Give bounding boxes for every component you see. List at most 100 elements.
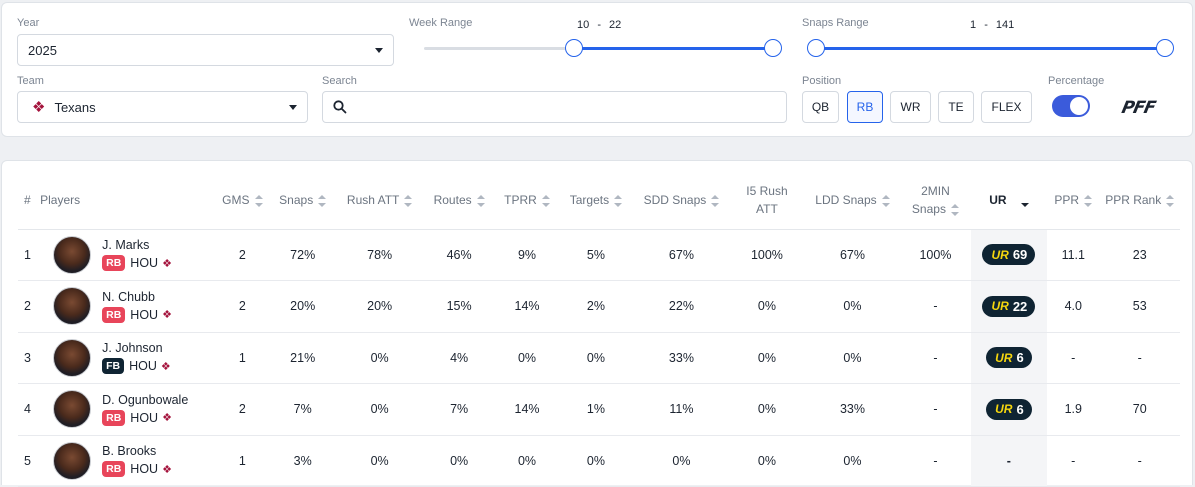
search-box[interactable]: [322, 91, 787, 123]
i5-rush-att-cell: 0%: [729, 332, 805, 384]
sort-icon: [541, 194, 550, 207]
position-badge: RB: [102, 255, 126, 272]
i5-rush-att-cell: 0%: [729, 383, 805, 436]
targets-cell: 5%: [558, 229, 634, 281]
table-row[interactable]: 4 D. Ogunbowale RB HOU ❖ 2 7% 0% 7% 14% 1% 11% 0% 33%…: [18, 383, 1180, 436]
player-cell[interactable]: B. Brooks RB HOU ❖: [40, 435, 217, 487]
team-abbr: HOU: [130, 462, 159, 477]
position-qb-button[interactable]: QB: [802, 91, 839, 123]
texans-logo-icon: ❖: [162, 463, 172, 476]
snaps-min-handle[interactable]: [807, 39, 825, 57]
table-row[interactable]: 2 N. Chubb RB HOU ❖ 2 20% 20% 15% 14% 2% 22% 0% 0% - UR…: [18, 280, 1180, 333]
table-row[interactable]: 5 B. Brooks RB HOU ❖ 1 3% 0% 0% 0% 0% 0% 0% 0% - - - -: [18, 435, 1180, 487]
col-players: Players: [40, 171, 217, 230]
col-2min-label-line1: 2MIN: [921, 183, 950, 198]
ppr-cell: 1.9: [1047, 383, 1100, 436]
snaps-range-label: Snaps Range: [802, 17, 869, 29]
player-avatar: [53, 338, 92, 377]
ur-pill: UR 69: [982, 244, 1036, 266]
sort-icon: [254, 194, 263, 207]
week-min-handle[interactable]: [565, 39, 583, 57]
percentage-label: Percentage: [1048, 75, 1105, 87]
ppr-rank-cell: 70: [1099, 383, 1180, 436]
search-input[interactable]: [355, 99, 775, 115]
week-max-handle[interactable]: [764, 39, 782, 57]
table-row[interactable]: 1 J. Marks RB HOU ❖ 2 72% 78% 46% 9% 5% 67% 100% 67% 1…: [18, 229, 1180, 281]
col-ppr-rank[interactable]: PPR Rank: [1099, 171, 1180, 230]
ur-cell: UR 6: [970, 383, 1048, 436]
year-value: 2025: [28, 42, 57, 58]
player-cell[interactable]: J. Johnson FB HOU ❖: [40, 332, 217, 384]
col-i5-rush-att[interactable]: I5 Rush ATT: [729, 171, 805, 230]
snaps-max-handle[interactable]: [1156, 39, 1174, 57]
player-name[interactable]: D. Ogunbowale: [102, 392, 189, 407]
targets-cell: 0%: [558, 435, 634, 487]
snaps-range-slider[interactable]: [816, 47, 1166, 50]
col-ldd-snaps[interactable]: LDD Snaps: [804, 171, 901, 230]
position-badge: RB: [102, 306, 126, 323]
col-gms[interactable]: GMS: [216, 171, 269, 230]
col-2min-snaps[interactable]: 2MIN Snaps: [900, 171, 971, 230]
player-name[interactable]: N. Chubb: [102, 289, 155, 304]
tprr-cell: 0%: [495, 435, 559, 487]
position-rb-button[interactable]: RB: [847, 91, 883, 123]
gms-cell: 1: [216, 332, 269, 384]
2min-snaps-cell: -: [900, 383, 971, 436]
rank-cell: 5: [18, 435, 41, 487]
year-select[interactable]: 2025: [17, 34, 394, 66]
player-name[interactable]: J. Johnson: [102, 341, 163, 356]
routes-cell: 15%: [422, 280, 496, 333]
team-select[interactable]: ❖ Texans: [17, 91, 308, 123]
routes-cell: 7%: [422, 383, 496, 436]
player-cell[interactable]: N. Chubb RB HOU ❖: [40, 280, 217, 333]
ldd-snaps-cell: 0%: [804, 435, 901, 487]
week-range-label: Week Range: [409, 17, 473, 29]
routes-cell: 0%: [422, 435, 496, 487]
col-tprr[interactable]: TPRR: [495, 171, 559, 230]
sort-icon: [476, 194, 485, 207]
ur-cell: UR 69: [970, 229, 1048, 281]
percentage-toggle[interactable]: [1052, 95, 1090, 117]
sort-icon: [1166, 194, 1175, 207]
player-name[interactable]: B. Brooks: [102, 444, 157, 459]
position-wr-button[interactable]: WR: [890, 91, 931, 123]
texans-logo-icon: ❖: [162, 309, 172, 322]
player-cell[interactable]: J. Marks RB HOU ❖: [40, 229, 217, 281]
snaps-range-readout: 1 - 141: [970, 19, 1014, 31]
rank-cell: 3: [18, 332, 41, 384]
col-targets[interactable]: Targets: [558, 171, 634, 230]
position-flex-button[interactable]: FLEX: [981, 91, 1032, 123]
col-ur[interactable]: UR: [970, 171, 1048, 230]
col-ppr[interactable]: PPR: [1047, 171, 1100, 230]
snaps-cell: 72%: [268, 229, 337, 281]
toggle-knob: [1070, 97, 1088, 115]
col-routes[interactable]: Routes: [422, 171, 496, 230]
col-sdd-snaps[interactable]: SDD Snaps: [633, 171, 730, 230]
player-info: D. Ogunbowale RB HOU ❖: [40, 390, 216, 429]
i5-rush-att-cell: 100%: [729, 229, 805, 281]
col-snaps[interactable]: Snaps: [268, 171, 337, 230]
ppr-cell: -: [1047, 435, 1100, 487]
player-meta: FB HOU ❖: [102, 358, 171, 375]
ur-logo-icon: UR: [995, 350, 1013, 365]
col-ppr-rank-label: PPR Rank: [1105, 192, 1162, 207]
player-avatar: [53, 287, 92, 326]
week-min-value: 10: [577, 19, 590, 31]
col-gms-label: GMS: [222, 192, 250, 207]
table-row[interactable]: 3 J. Johnson FB HOU ❖ 1 21% 0% 4% 0% 0% 33% 0% 0% - UR 6…: [18, 332, 1180, 384]
sdd-snaps-cell: 22%: [633, 280, 730, 333]
sort-icon: [614, 194, 623, 207]
col-rush-att[interactable]: Rush ATT: [336, 171, 423, 230]
player-meta: RB HOU ❖: [102, 461, 172, 478]
position-te-button[interactable]: TE: [938, 91, 974, 123]
gms-cell: 2: [216, 280, 269, 333]
player-cell[interactable]: D. Ogunbowale RB HOU ❖: [40, 383, 217, 436]
ldd-snaps-cell: 0%: [804, 332, 901, 384]
player-name[interactable]: J. Marks: [102, 238, 150, 253]
rush-att-cell: 0%: [336, 332, 423, 384]
player-meta: RB HOU ❖: [102, 306, 172, 323]
sdd-snaps-cell: 11%: [633, 383, 730, 436]
tprr-cell: 9%: [495, 229, 559, 281]
rush-att-cell: 0%: [336, 435, 423, 487]
snaps-cell: 21%: [268, 332, 337, 384]
